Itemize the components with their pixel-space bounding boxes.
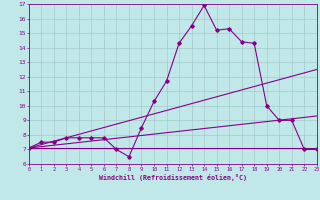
X-axis label: Windchill (Refroidissement éolien,°C): Windchill (Refroidissement éolien,°C) [99,174,247,181]
